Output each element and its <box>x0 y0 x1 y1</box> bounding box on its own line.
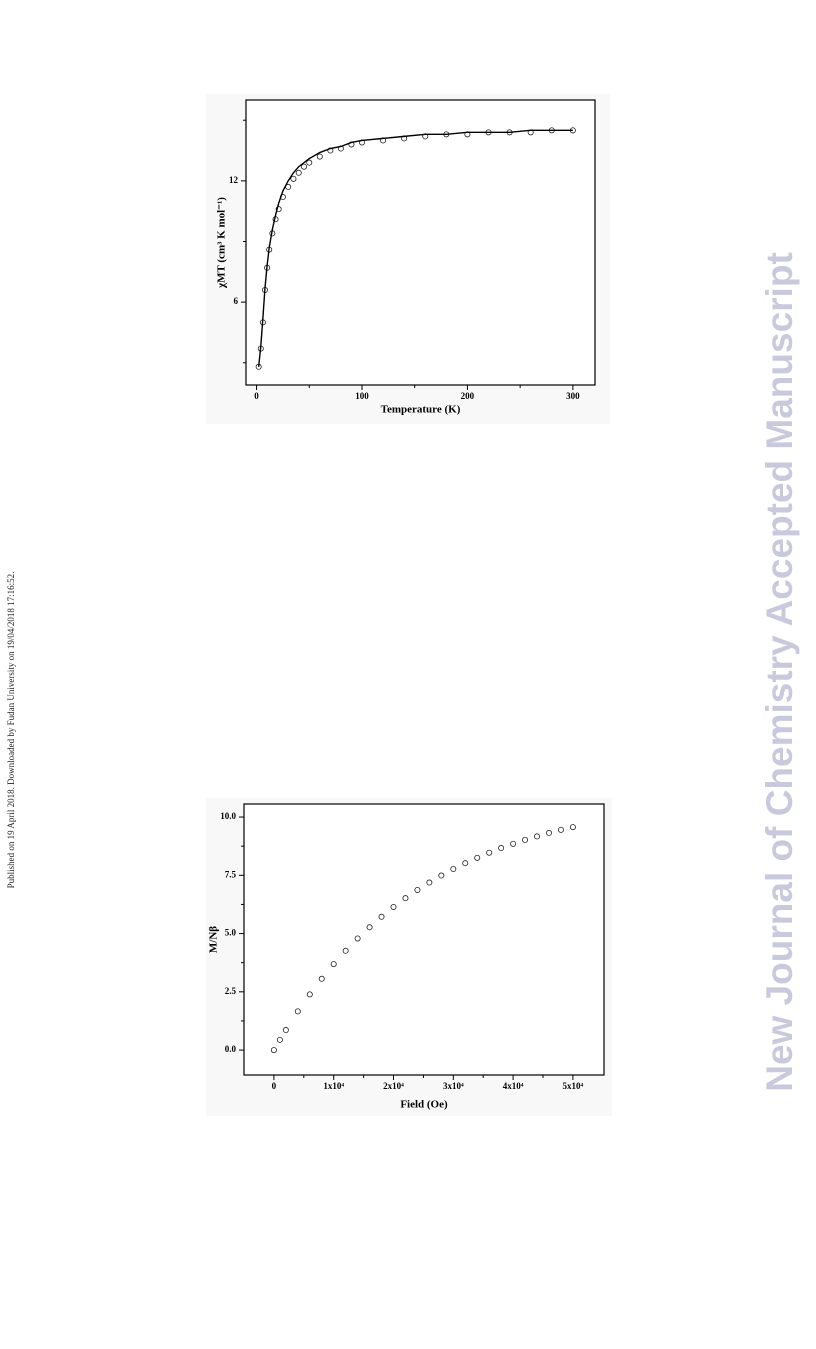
data-point <box>545 829 552 836</box>
y-tick-label: 0.0 <box>225 1044 237 1054</box>
y-tick-label: 2.5 <box>225 986 237 996</box>
x-tick-label: 3x10⁴ <box>443 1081 464 1091</box>
x-tick-label: 0 <box>254 391 259 401</box>
fit-line <box>257 129 573 367</box>
x-tick-label: 300 <box>566 391 580 401</box>
y-axis-label: χMT (cm³ K mol⁻¹) <box>216 197 228 289</box>
data-point <box>366 924 373 931</box>
x-tick-label: 2x10⁴ <box>383 1081 404 1091</box>
data-point <box>294 1008 301 1015</box>
data-point <box>306 159 313 166</box>
y-tick-label: 12 <box>229 175 239 185</box>
plot-frame <box>245 99 596 386</box>
side-note: Published on 19 April 2018. Downloaded b… <box>6 572 16 889</box>
data-point <box>275 206 282 213</box>
x-tick-label: 100 <box>355 391 369 401</box>
y-tick-label: 5.0 <box>225 928 237 938</box>
data-point <box>378 913 385 920</box>
data-point <box>318 975 325 982</box>
x-axis-label: Field (Oe) <box>400 1099 448 1111</box>
data-point <box>426 879 433 886</box>
x-tick-label: 5x10⁴ <box>563 1081 584 1091</box>
data-point <box>402 895 409 902</box>
plot-frame <box>243 803 605 1076</box>
data-point <box>390 903 397 910</box>
watermark: New Journal of Chemistry Accepted Manusc… <box>759 252 800 1092</box>
data-point <box>569 824 576 831</box>
data-point <box>510 840 517 847</box>
data-point <box>306 991 313 998</box>
data-point <box>300 163 307 170</box>
x-tick-label: 0 <box>272 1081 277 1091</box>
data-point <box>414 886 421 893</box>
x-tick-label: 4x10⁴ <box>503 1081 524 1091</box>
data-point <box>316 153 323 160</box>
x-axis-label: Temperature (K) <box>381 404 461 416</box>
y-tick-label: 10.0 <box>220 811 236 821</box>
x-tick-label: 1x10⁴ <box>323 1081 344 1091</box>
y-axis-label: M/Nβ <box>208 926 220 953</box>
data-point <box>462 860 469 867</box>
x-tick-label: 200 <box>461 391 475 401</box>
y-tick-label: 6 <box>234 296 239 306</box>
data-point <box>342 947 349 954</box>
data-point <box>438 872 445 879</box>
data-point <box>498 845 505 852</box>
data-point <box>474 854 481 861</box>
data-point <box>276 1036 283 1043</box>
data-point <box>270 1047 277 1054</box>
y-tick-label: 7.5 <box>225 869 237 879</box>
data-point <box>295 169 302 176</box>
data-point <box>354 935 361 942</box>
data-point <box>282 1027 289 1034</box>
data-point <box>534 833 541 840</box>
data-point <box>450 866 457 873</box>
data-point <box>330 961 337 968</box>
data-point <box>522 836 529 843</box>
data-point <box>486 849 493 856</box>
data-point <box>557 826 564 833</box>
data-point <box>290 175 297 182</box>
